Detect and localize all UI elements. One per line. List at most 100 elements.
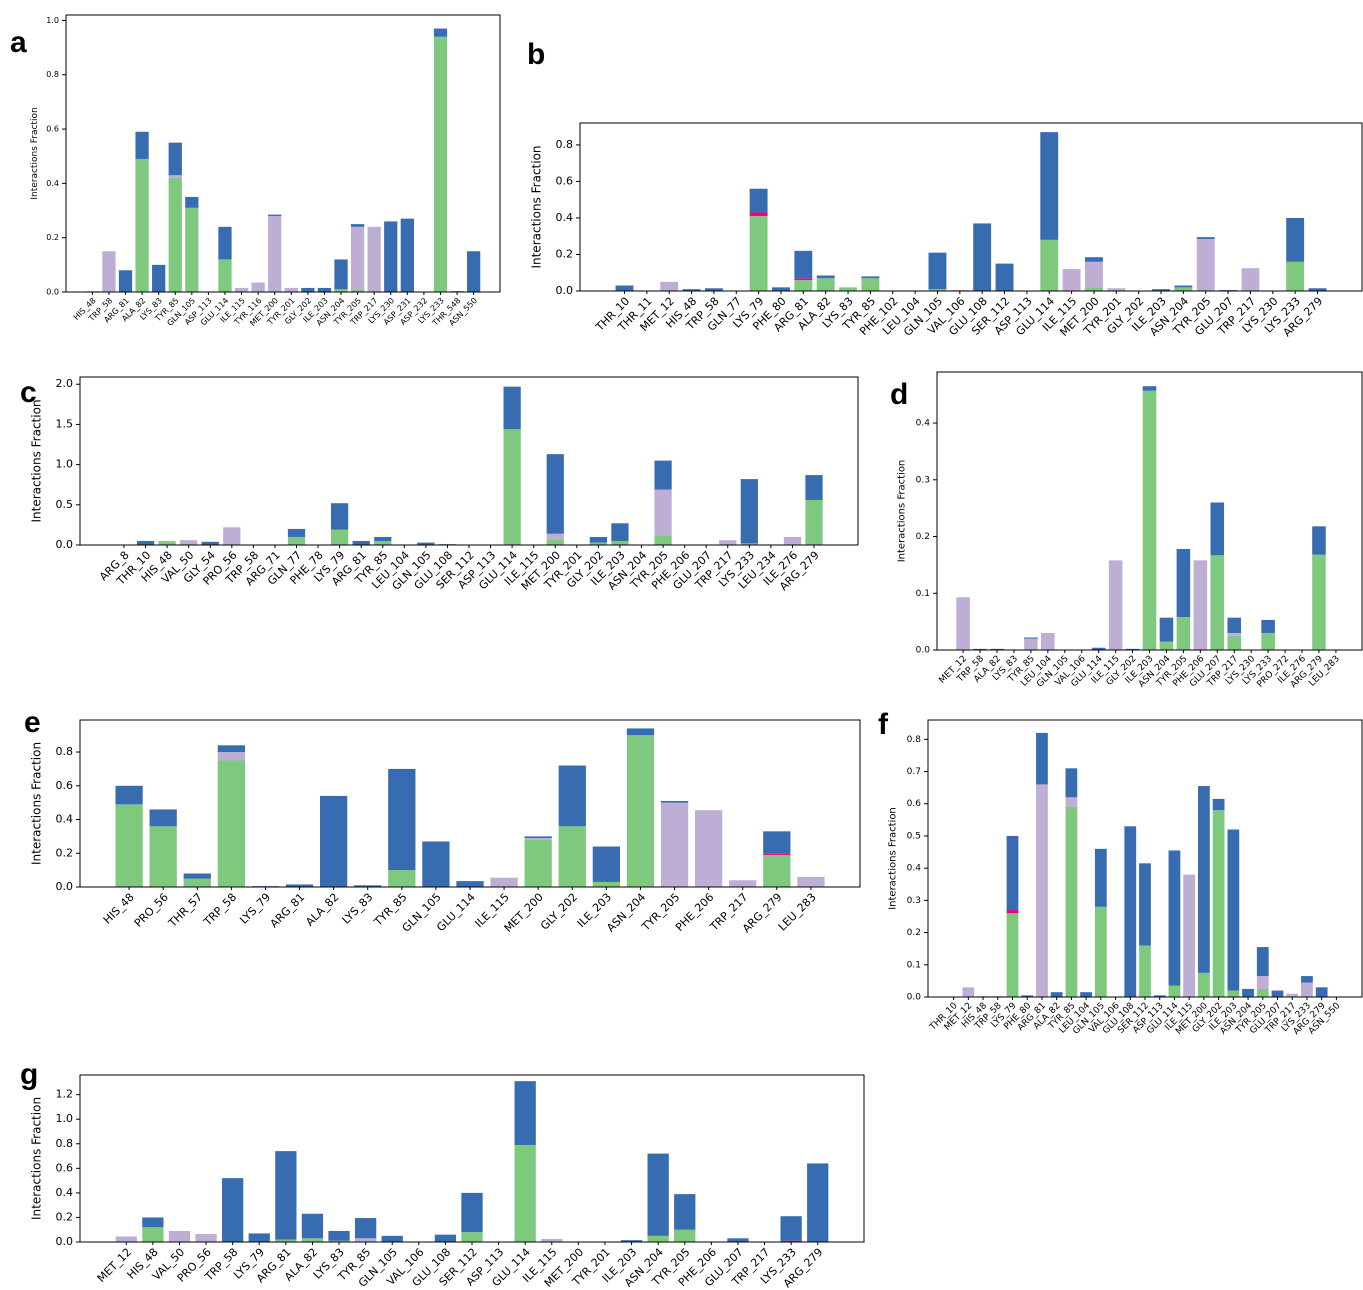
bar-segment <box>268 214 282 216</box>
bar-segment <box>1065 806 1078 997</box>
y-axis-label: Interactions Fraction <box>888 807 899 910</box>
bar-segment <box>417 542 435 545</box>
bar-segment <box>719 540 737 545</box>
bar-segment <box>301 287 315 292</box>
bar-segment <box>1271 990 1284 997</box>
bar-segment <box>301 1238 324 1242</box>
bar-segment <box>1024 637 1038 639</box>
y-tick-label: 0.0 <box>907 993 922 1003</box>
panel-label: e <box>24 706 41 739</box>
bar-segment <box>185 196 199 208</box>
bar-segment <box>320 795 348 887</box>
bar-segment <box>275 1239 297 1242</box>
y-tick-label: 0.2 <box>556 247 574 260</box>
bar-segment <box>695 810 723 887</box>
y-tick-label: 0.3 <box>907 896 921 906</box>
bar-segment <box>558 826 586 887</box>
y-tick-label: 0.1 <box>916 589 930 599</box>
bar-segment <box>354 1238 377 1242</box>
bar-segment <box>142 1217 164 1228</box>
bar-segment <box>330 529 349 545</box>
bar-segment <box>589 542 608 545</box>
bar-segment <box>185 207 199 292</box>
panel-label: b <box>527 38 545 71</box>
y-tick-label: 0.8 <box>556 138 574 151</box>
y-tick-label: 0.2 <box>56 1210 74 1223</box>
panel-label: a <box>10 26 27 59</box>
bar-segment <box>1139 863 1151 946</box>
y-tick-label: 0.2 <box>916 532 930 542</box>
bar-segment <box>1159 617 1174 642</box>
bar-segment <box>400 218 414 292</box>
bar-segment <box>317 287 332 292</box>
bar-segment <box>142 1227 164 1242</box>
bar-segment <box>223 527 241 545</box>
bar-segment <box>1176 617 1191 650</box>
y-axis-label: Interactions Fraction <box>29 399 43 522</box>
y-tick-label: 1.2 <box>56 1088 74 1101</box>
bar-segment <box>1094 848 1107 907</box>
y-axis-label: Interactions Fraction <box>529 145 543 268</box>
bar-segment <box>287 536 306 545</box>
y-tick-label: 0.4 <box>556 211 574 224</box>
x-tick-label: LYS_83 <box>340 891 376 927</box>
bar-segment <box>149 826 177 887</box>
bar-segment <box>674 1229 696 1242</box>
y-tick-label: 0.4 <box>46 179 59 188</box>
bar-segment <box>1174 287 1193 291</box>
bar-segment <box>1196 238 1215 291</box>
bar-segment <box>589 536 608 543</box>
bar-segment <box>158 541 176 545</box>
bar-segment <box>749 212 768 217</box>
bar-segment <box>524 838 552 840</box>
y-tick-label: 1.0 <box>56 458 74 471</box>
bar-segment <box>727 1238 749 1242</box>
bar-segment <box>152 264 166 292</box>
bar-segment <box>115 785 143 805</box>
bar-segment <box>1308 288 1327 291</box>
bar-segment <box>1227 632 1242 636</box>
y-axis-label: Interactions Fraction <box>897 460 908 563</box>
bar-segment <box>234 287 249 292</box>
y-tick-label: 1.0 <box>56 1112 74 1125</box>
bar-segment <box>514 1081 536 1145</box>
y-tick-label: 0.0 <box>56 538 74 551</box>
bar-segment <box>183 873 211 879</box>
bar-segment <box>149 809 177 827</box>
bar-segment <box>783 536 802 545</box>
bar-segment <box>285 884 314 887</box>
bar-segment <box>1227 990 1240 997</box>
bar-segment <box>284 287 298 292</box>
bar-segment <box>816 275 835 279</box>
bar-segment <box>1085 261 1103 288</box>
bar-segment <box>218 259 232 292</box>
bar-segment <box>654 535 672 545</box>
y-tick-label: 0.1 <box>907 960 921 970</box>
bar-segment <box>1006 835 1019 911</box>
y-tick-label: 1.5 <box>56 417 74 430</box>
bar-segment <box>1139 945 1151 997</box>
x-tick-label: THR_57 <box>165 891 205 931</box>
bar-segment <box>330 503 349 530</box>
y-axis-label: Interactions Fraction <box>29 1097 43 1220</box>
bar-segment <box>434 1234 457 1242</box>
bar-segment <box>1041 632 1055 650</box>
bar-segment <box>962 987 975 997</box>
y-tick-label: 0.6 <box>556 174 574 187</box>
y-tick-label: 0.2 <box>46 233 59 242</box>
bar-segment <box>805 475 823 500</box>
bar-segment <box>839 287 857 291</box>
x-tick-label: GLY_202 <box>538 891 580 933</box>
bar-segment <box>729 880 757 887</box>
bar-segment <box>217 752 245 761</box>
bar-segment <box>1312 526 1326 555</box>
panel-label: g <box>20 1058 38 1091</box>
bar-segment <box>1197 972 1210 997</box>
bar-segment <box>740 479 758 544</box>
y-tick-label: 0.4 <box>907 864 922 874</box>
bar-segment <box>1315 987 1328 997</box>
bar-segment <box>503 429 521 545</box>
bar-segment <box>1227 829 1240 991</box>
bar-segment <box>816 278 835 291</box>
y-tick-label: 1.0 <box>46 16 59 25</box>
